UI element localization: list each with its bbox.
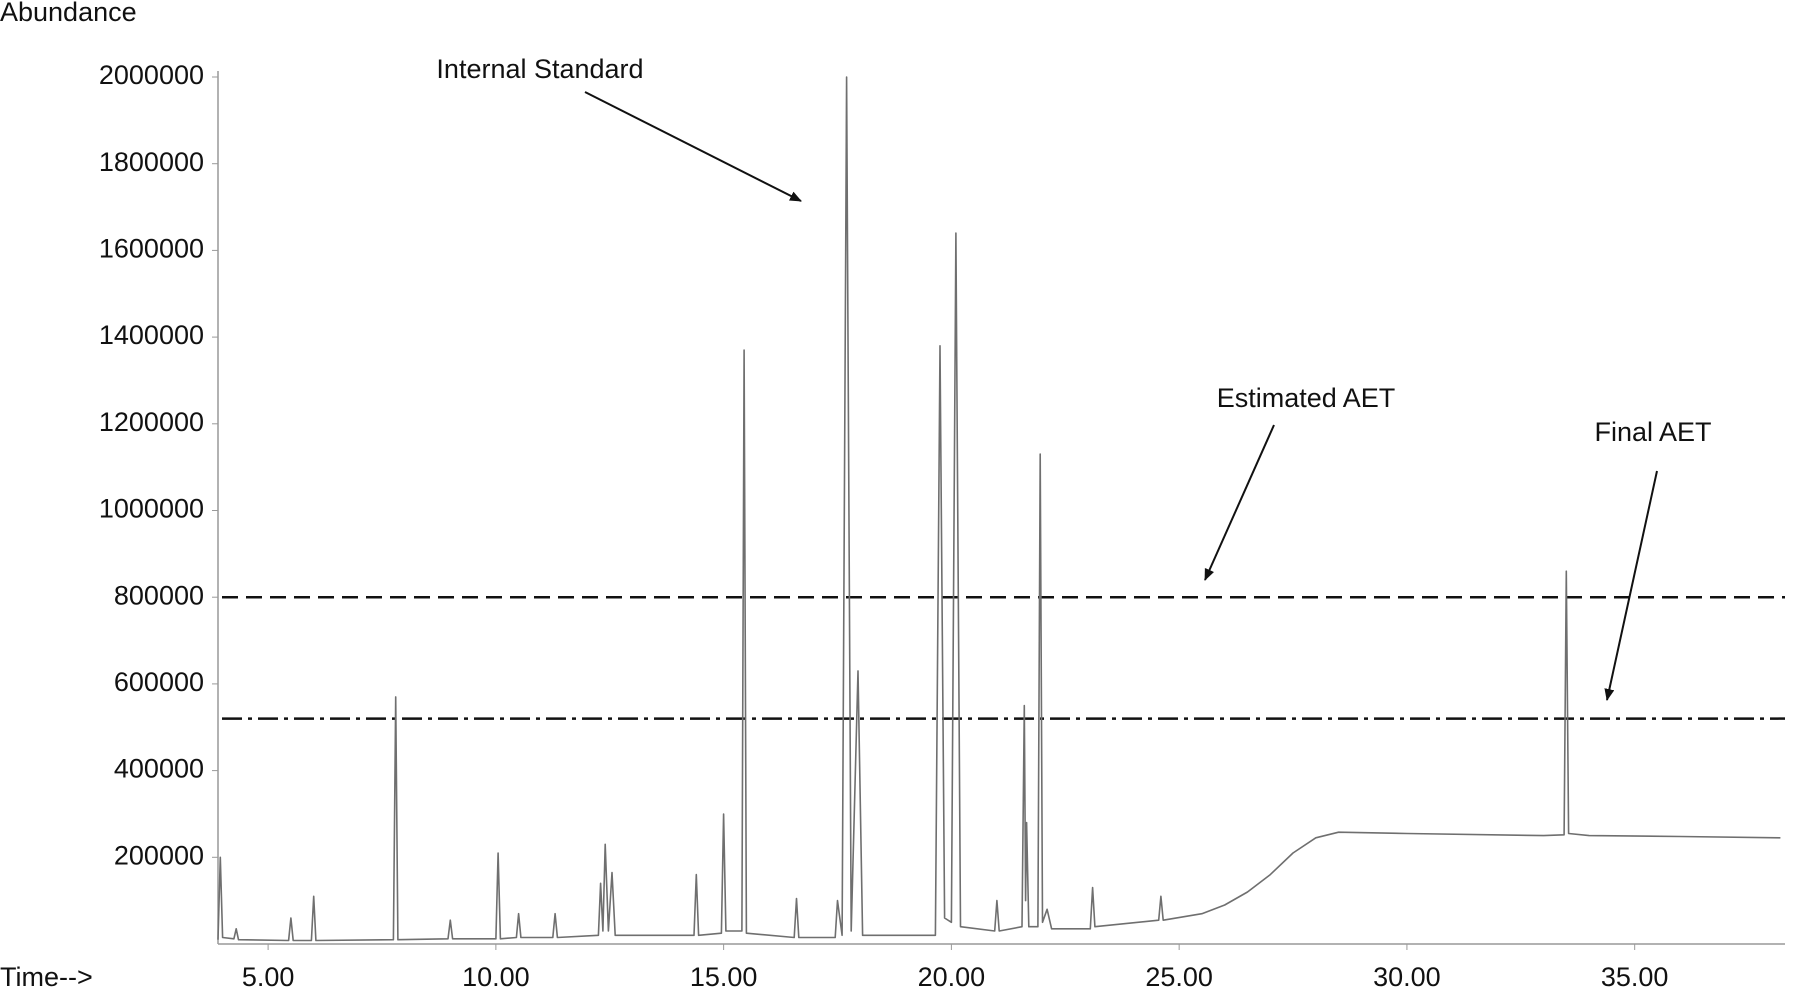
x-tick-label: 30.00 xyxy=(1373,962,1441,991)
y-tick-label: 800000 xyxy=(114,580,204,610)
x-tick-label: 20.00 xyxy=(918,962,986,991)
x-tick-label: 10.00 xyxy=(462,962,530,991)
y-tick-label: 400000 xyxy=(114,754,204,784)
x-tick-label: 15.00 xyxy=(690,962,758,991)
x-tick-label: 25.00 xyxy=(1145,962,1213,991)
y-tick-label: 1200000 xyxy=(99,407,204,437)
annotation: Internal Standard xyxy=(436,54,643,84)
x-tick-label: 35.00 xyxy=(1601,962,1669,991)
y-tick-label: 2000000 xyxy=(99,60,204,90)
y-tick-label: 1600000 xyxy=(99,234,204,264)
annotation: Final AET xyxy=(1594,417,1711,447)
y-tick-label: 1800000 xyxy=(99,147,204,177)
y-axis-label: Abundance xyxy=(0,0,137,27)
annotation-arrow xyxy=(1604,470,1658,701)
x-axis-label: Time--> xyxy=(0,962,93,991)
y-tick-label: 200000 xyxy=(114,840,204,870)
x-tick-label: 5.00 xyxy=(242,962,295,991)
y-tick-label: 1400000 xyxy=(99,320,204,350)
y-tick-label: 1000000 xyxy=(99,494,204,524)
annotation-arrow xyxy=(1204,424,1275,581)
y-tick-label: 600000 xyxy=(114,667,204,697)
chromatogram-trace xyxy=(217,76,1781,942)
annotation-arrow xyxy=(584,91,802,202)
annotation: Estimated AET xyxy=(1217,383,1396,413)
